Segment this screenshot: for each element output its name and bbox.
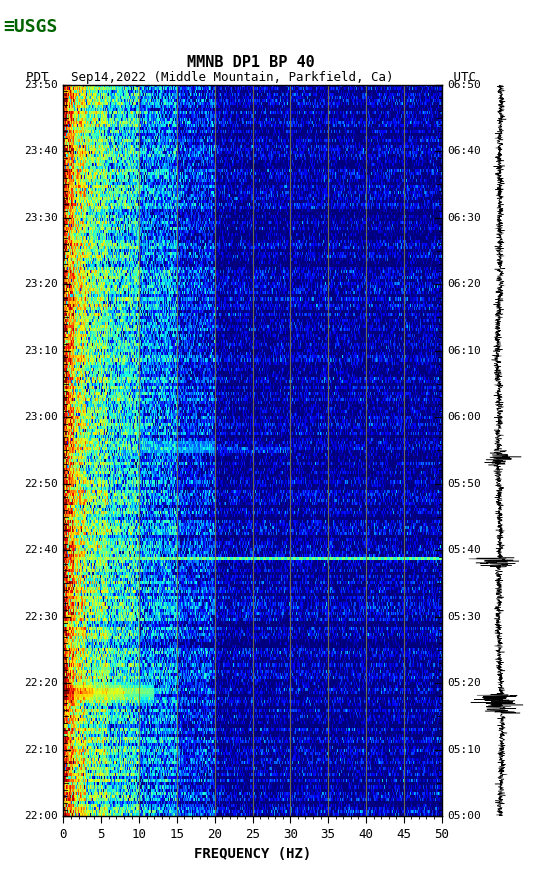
Text: 05:00: 05:00 bbox=[447, 811, 481, 822]
Text: 06:40: 06:40 bbox=[447, 146, 481, 156]
Text: 06:20: 06:20 bbox=[447, 279, 481, 289]
Text: 23:10: 23:10 bbox=[24, 346, 58, 356]
Text: 23:40: 23:40 bbox=[24, 146, 58, 156]
Text: 22:00: 22:00 bbox=[24, 811, 58, 822]
Text: 06:30: 06:30 bbox=[447, 212, 481, 223]
Text: 05:50: 05:50 bbox=[447, 479, 481, 489]
Text: MMNB DP1 BP 40: MMNB DP1 BP 40 bbox=[187, 54, 315, 70]
Text: 05:40: 05:40 bbox=[447, 545, 481, 555]
Text: 22:10: 22:10 bbox=[24, 745, 58, 755]
X-axis label: FREQUENCY (HZ): FREQUENCY (HZ) bbox=[194, 847, 311, 861]
Text: 23:50: 23:50 bbox=[24, 79, 58, 90]
Text: 22:30: 22:30 bbox=[24, 612, 58, 622]
Text: 05:10: 05:10 bbox=[447, 745, 481, 755]
Text: ≡USGS: ≡USGS bbox=[3, 18, 57, 36]
Text: 23:20: 23:20 bbox=[24, 279, 58, 289]
Text: 05:30: 05:30 bbox=[447, 612, 481, 622]
Text: 06:10: 06:10 bbox=[447, 346, 481, 356]
Text: 22:40: 22:40 bbox=[24, 545, 58, 555]
Text: PDT   Sep14,2022 (Middle Mountain, Parkfield, Ca)        UTC: PDT Sep14,2022 (Middle Mountain, Parkfie… bbox=[26, 70, 476, 84]
Text: 23:00: 23:00 bbox=[24, 412, 58, 422]
Text: 22:50: 22:50 bbox=[24, 479, 58, 489]
Text: 06:00: 06:00 bbox=[447, 412, 481, 422]
Text: 23:30: 23:30 bbox=[24, 212, 58, 223]
Text: 22:20: 22:20 bbox=[24, 678, 58, 689]
Text: 05:20: 05:20 bbox=[447, 678, 481, 689]
Text: 06:50: 06:50 bbox=[447, 79, 481, 90]
